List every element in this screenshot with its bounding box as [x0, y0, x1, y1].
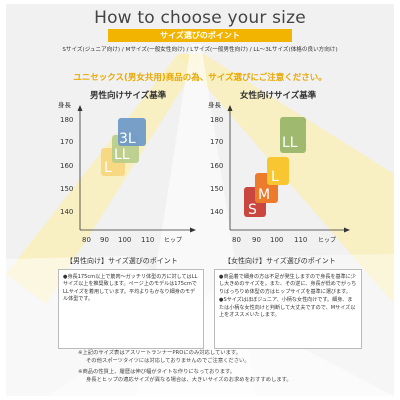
- male-x-arrow: [190, 227, 196, 233]
- male-xtick-80: 80: [82, 236, 91, 244]
- female-size-ll-label: LL: [282, 135, 298, 151]
- female-size-chart: 身長 180 170 160 150 140 80 90 100 110 ヒップ…: [208, 100, 350, 244]
- male-tips-box: ●身長175cm以上で筋肉～ガッチリ体型の方に対してはLLサイズ以上を推奨致しま…: [58, 269, 204, 349]
- footnote-1: ※上記のサイズ表はアスリートランナーPROにのみ対応しています。: [78, 350, 241, 356]
- female-ylabel: 身長: [208, 100, 222, 109]
- male-chart-title: 男性向けサイズ基準: [90, 91, 167, 101]
- male-ytick-150: 150: [60, 185, 73, 193]
- female-ytick-170: 170: [210, 138, 223, 146]
- male-size-ll-label: LL: [114, 147, 130, 163]
- footnote-4: 身長とヒップの適応サイズが異なる場合は、大きいサイズのお求めをおすすめします。: [86, 377, 292, 383]
- male-size-l-label: L: [104, 160, 112, 176]
- subtitle-banner: サイズ選びのポイント: [108, 29, 292, 42]
- male-size-3l-box: 3L: [118, 118, 146, 147]
- female-tips-heading: 【女性向け】サイズ選びのポイント: [224, 257, 336, 265]
- male-xlabel: ヒップ: [164, 237, 182, 244]
- male-ylabel: 身長: [58, 100, 72, 109]
- male-ytick-160: 160: [60, 162, 73, 170]
- size-categories-line: Sサイズ(ジュニア向け) / Mサイズ(一般女性向け) / Lサイズ(一般男性向…: [62, 47, 338, 53]
- female-tip-text-2: ●Sサイズはほぼジュニア、小柄な女性向けです。細身、または小柄な女性向けと判断し…: [219, 297, 356, 319]
- male-size-chart: 身長 180 170 160 150 140 80 90 100 110 ヒップ…: [58, 100, 196, 244]
- female-size-ll-rect: [280, 117, 306, 153]
- male-y-arrow: [77, 105, 83, 111]
- female-size-l-rect: [267, 157, 289, 185]
- male-ytick-180: 180: [60, 116, 73, 124]
- male-tips-heading: 【男性向け】サイズ選びのポイント: [66, 257, 178, 265]
- female-xtick-100: 100: [270, 236, 283, 244]
- female-chart-title: 女性向けサイズ基準: [240, 91, 317, 101]
- female-ytick-160: 160: [210, 162, 223, 170]
- female-xtick-80: 80: [232, 236, 241, 244]
- female-tip-text-1: ●商品着で細身の方は不足が発生しますので身長を基準に少し大きめのサイズを。また、…: [219, 274, 357, 295]
- female-x-arrow: [344, 227, 350, 233]
- male-size-3l-label: 3L: [119, 131, 136, 147]
- female-ytick-140: 140: [210, 208, 223, 216]
- female-ytick-150: 150: [210, 185, 223, 193]
- female-xtick-110: 110: [294, 236, 307, 244]
- female-ytick-180: 180: [210, 116, 223, 124]
- male-ytick-170: 170: [60, 138, 73, 146]
- unisex-notice: ユニセックス(男女共用)商品の為、サイズ選びにご注意ください。: [73, 73, 327, 83]
- male-xtick-90: 90: [100, 236, 109, 244]
- male-xtick-110: 110: [141, 236, 154, 244]
- male-tip-text: ●身長175cm以上で筋肉～ガッチリ体型の方に対してはLLサイズ以上を推奨致しま…: [63, 274, 198, 303]
- female-xlabel: ヒップ: [318, 237, 336, 244]
- footnote-2: その他スポーツタイツには対応しておりませんのでご注意ください。: [86, 358, 250, 364]
- male-size-3l-rect: [118, 118, 146, 146]
- female-size-m-label: M: [258, 187, 270, 203]
- footnote-3: ※商品の性質上、履歴は伸び幅がタイトな作りになっております。: [78, 369, 236, 375]
- page-title: How to choose your size: [94, 8, 306, 28]
- male-ytick-140: 140: [60, 208, 73, 216]
- male-xtick-100: 100: [118, 236, 131, 244]
- female-size-l-label: L: [271, 169, 279, 185]
- female-tips-box: ●商品着で細身の方は不足が発生しますので身長を基準に少し大きめのサイズを。また、…: [214, 269, 362, 349]
- female-size-l-box: L: [267, 157, 289, 185]
- female-y-arrow: [227, 105, 233, 111]
- female-size-ll-box: LL: [280, 117, 306, 153]
- female-size-s-label: S: [248, 202, 257, 218]
- female-xtick-90: 90: [252, 236, 261, 244]
- size-guide-page: How to choose your size サイズ選びのポイント Sサイズ(…: [6, 4, 394, 396]
